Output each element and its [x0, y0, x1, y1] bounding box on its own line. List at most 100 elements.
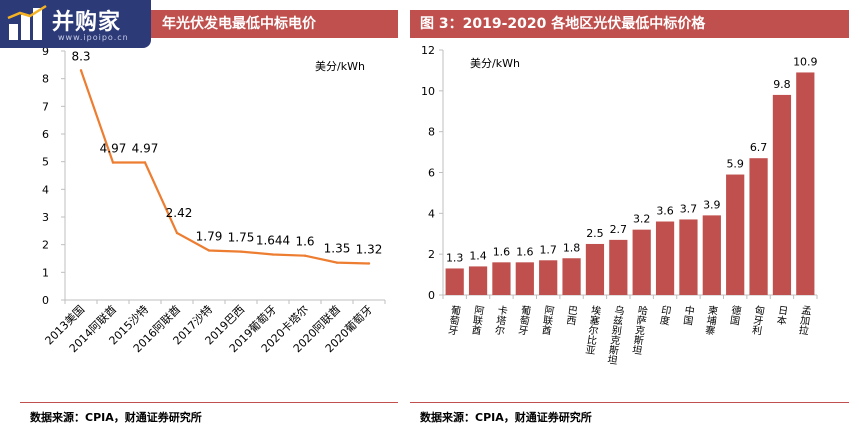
right-x-tick-label: 乌兹别克斯坦 — [605, 303, 625, 365]
right-bar-chart: 0 2 4 6 8 10 12 1.3 1.4 1.6 1.6 1.7 1.8 2.5 2.7 3.2 3.6 3… — [421, 44, 818, 365]
left-line-chart: 0 1 2 3 4 5 6 7 8 9 8.3 4.97 4.97 2.421.79 1.75 1.644 1.… — [42, 45, 386, 355]
right-source-note: 数据来源：CPIA，财通证券研究所 — [420, 411, 592, 424]
right-bar — [749, 158, 768, 295]
right-data-label: 9.8 — [773, 78, 791, 91]
right-y-tick-label: 4 — [428, 207, 435, 220]
left-data-label: 1.644 — [256, 234, 290, 248]
right-chart-title: 图 3：2019-2020 各地区光伏最低中标价格 — [420, 16, 706, 32]
right-bar — [492, 262, 511, 295]
left-source-divider — [20, 402, 398, 403]
right-bar — [468, 266, 488, 295]
right-x-tick-label: 葡萄牙 — [515, 303, 531, 336]
left-data-point — [207, 249, 211, 252]
right-chart-title-bar: 图 3：2019-2020 各地区光伏最低中标价格 — [410, 10, 849, 38]
left-series-line — [79, 70, 370, 265]
left-chart-title: 年光伏发电最低中标电价 — [162, 16, 316, 32]
right-x-tick-label: 德国 — [727, 303, 742, 326]
right-y-tick-label: 12 — [421, 44, 435, 57]
left-data-label: 1.75 — [228, 231, 255, 245]
right-bar — [445, 268, 464, 295]
right-bar — [515, 262, 534, 295]
right-data-label: 1.6 — [516, 245, 534, 258]
right-data-label: 3.2 — [633, 213, 651, 226]
right-x-tick-label: 孟加拉 — [796, 304, 812, 336]
left-data-label: 2.42 — [166, 206, 193, 220]
left-unit-label: 美分/kWh — [315, 60, 365, 73]
right-x-tick-label: 阿联酋 — [538, 304, 554, 336]
right-data-label: 3.9 — [703, 198, 721, 211]
left-y-tick-label: 0 — [42, 294, 49, 307]
left-y-tick-label: 2 — [42, 239, 49, 252]
right-x-tick-label: 日本 — [774, 304, 789, 326]
left-data-point — [79, 69, 83, 72]
right-y-tick-label: 6 — [428, 167, 435, 180]
right-data-label: 1.7 — [539, 243, 557, 256]
left-chart-panel: 年光伏发电最低中标电价 0 1 2 3 4 5 6 7 8 9 8.3 4.97 4.97 2.42 1.7… — [0, 0, 398, 437]
right-y-tick-label: 10 — [421, 85, 435, 98]
right-x-tick-label: 卡塔尔 — [492, 303, 508, 336]
right-bar — [562, 258, 581, 295]
left-y-tick-label: 7 — [42, 100, 49, 113]
right-source-divider — [410, 402, 849, 403]
right-data-label: 6.7 — [750, 141, 768, 154]
right-y-tick-label: 0 — [428, 289, 435, 302]
left-data-point — [239, 250, 243, 253]
right-x-tick-label: 柬埔寨 — [702, 304, 718, 336]
right-bar — [702, 215, 721, 295]
left-y-tick-label: 1 — [42, 266, 49, 279]
right-x-tick-label: 中国 — [680, 303, 695, 326]
left-data-point — [303, 254, 307, 257]
right-y-tick-label: 8 — [428, 126, 435, 139]
left-data-label: 1.35 — [324, 242, 351, 256]
right-bar — [655, 221, 675, 295]
right-data-label: 1.3 — [446, 251, 464, 264]
right-data-label: 1.6 — [493, 245, 511, 258]
right-x-tick-label: 匈牙利 — [749, 303, 765, 336]
left-data-label: 8.3 — [71, 49, 90, 63]
right-y-tick-label: 2 — [428, 248, 435, 261]
left-y-tick-label: 9 — [42, 45, 49, 58]
left-data-point — [271, 253, 275, 256]
left-source-note: 数据来源：CPIA，财通证券研究所 — [30, 411, 202, 424]
building-icon — [7, 4, 47, 40]
left-y-tick-label: 3 — [42, 211, 49, 224]
right-data-label: 1.8 — [563, 241, 581, 254]
left-data-label: 4.97 — [132, 141, 159, 155]
right-data-label: 10.9 — [793, 55, 818, 68]
left-y-tick-label: 4 — [42, 183, 49, 196]
left-data-point — [111, 161, 115, 164]
left-data-point — [175, 231, 179, 235]
right-data-label: 2.5 — [586, 227, 604, 240]
right-data-label: 3.7 — [680, 202, 698, 215]
left-data-label: 1.79 — [196, 229, 223, 243]
right-bar — [679, 219, 698, 295]
site-logo[interactable]: 并购家 www.ipoipo.cn — [0, 0, 151, 48]
right-bar — [796, 72, 815, 295]
left-y-tick-label: 6 — [42, 128, 49, 141]
left-data-label: 1.6 — [295, 235, 314, 249]
right-x-tick-label: 巴西 — [563, 304, 578, 326]
right-bar — [585, 243, 605, 295]
right-chart-panel: 图 3：2019-2020 各地区光伏最低中标价格 0 2 4 6 8 10 12 1.3 1.… — [410, 0, 859, 437]
left-y-tick-label: 8 — [42, 73, 49, 86]
right-bar — [609, 239, 628, 295]
left-data-point — [335, 261, 339, 264]
right-x-tick-label: 埃塞尔比亚 — [583, 303, 602, 355]
left-data-label: 4.97 — [100, 141, 127, 155]
left-y-tick-label: 5 — [42, 156, 49, 169]
right-x-tick-label: 阿联酋 — [468, 304, 484, 336]
left-data-label: 1.32 — [356, 242, 383, 256]
right-bar — [772, 94, 792, 296]
right-unit-label: 美分/kWh — [470, 57, 520, 70]
left-data-point — [143, 161, 147, 164]
right-data-label: 1.4 — [469, 249, 487, 262]
left-data-point — [367, 262, 371, 265]
right-data-label: 3.6 — [656, 205, 674, 218]
right-data-label: 5.9 — [726, 158, 744, 171]
right-bar — [539, 260, 558, 295]
right-data-label: 2.7 — [610, 223, 628, 236]
logo-url: www.ipoipo.cn — [58, 33, 129, 42]
right-x-tick-label: 印度 — [657, 304, 672, 326]
right-bar — [726, 174, 745, 295]
logo-name: 并购家 — [52, 10, 122, 35]
